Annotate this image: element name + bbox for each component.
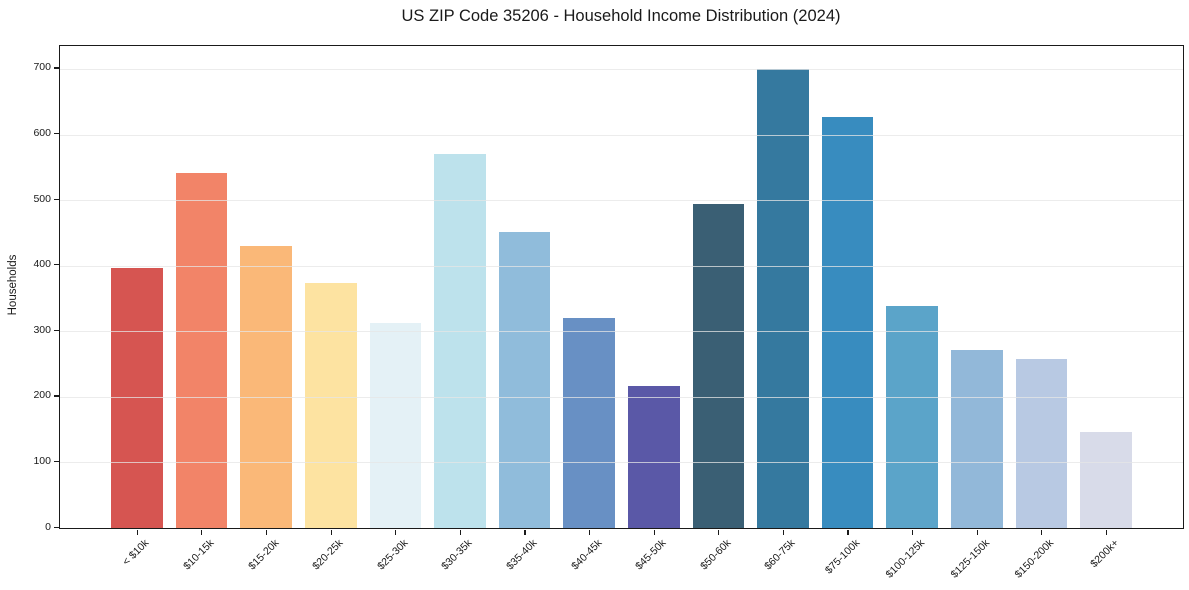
y-tick-mark xyxy=(54,526,59,528)
grid-line-300 xyxy=(60,331,1183,333)
x-tick-mark xyxy=(588,529,591,535)
x-tick-mark xyxy=(265,529,268,535)
x-tick-mark xyxy=(976,529,978,535)
chart-title: US ZIP Code 35206 - Household Income Dis… xyxy=(401,7,841,25)
y-tick-label: 700 xyxy=(33,61,51,74)
x-tick-label: $10-15k xyxy=(181,537,217,573)
y-tick-label: 500 xyxy=(33,192,51,205)
y-tick-mark xyxy=(54,264,59,266)
x-tick-mark xyxy=(847,529,849,535)
grid-line-500 xyxy=(60,200,1183,202)
x-tick-mark xyxy=(395,529,397,535)
grid-line-200 xyxy=(60,396,1183,398)
y-tick-mark xyxy=(54,329,59,331)
bar-$35-40k xyxy=(498,232,551,528)
x-tick-label: $75-100k xyxy=(823,537,863,577)
y-tick-label: 100 xyxy=(33,454,51,467)
y-tick-mark xyxy=(54,67,59,69)
x-tick-label: $50-60k xyxy=(697,537,734,573)
x-tick-label: < $10k xyxy=(120,537,152,568)
x-tick-label: $40-45k xyxy=(568,537,605,573)
x-tick-label: $35-40k xyxy=(504,537,540,573)
grid-line-700 xyxy=(60,68,1183,70)
x-tick-mark xyxy=(718,529,720,535)
x-tick-mark xyxy=(782,529,785,535)
bar-$100-125k xyxy=(886,305,939,528)
y-tick-label: 400 xyxy=(33,258,51,271)
y-tick-mark xyxy=(54,133,59,135)
y-tick-label: 200 xyxy=(33,389,51,402)
bar-< $10k xyxy=(111,267,163,528)
grid-line-100 xyxy=(60,462,1183,464)
x-tick-mark xyxy=(1041,529,1043,535)
x-tick-label: $45-50k xyxy=(633,537,669,573)
x-tick-label: $25-30k xyxy=(374,537,411,573)
y-tick-label: 0 xyxy=(45,520,51,533)
bar-$40-45k xyxy=(563,318,616,528)
x-tick-label: $100-125k xyxy=(883,537,928,581)
x-tick-label: $125-150k xyxy=(948,537,992,581)
x-tick-label: $60-75k xyxy=(762,537,798,573)
grid-line-400 xyxy=(60,265,1183,267)
x-tick-mark xyxy=(459,529,461,535)
bar-$150-200k xyxy=(1015,358,1068,528)
bar-$75-100k xyxy=(821,117,874,528)
bar-$200k+ xyxy=(1080,432,1132,528)
x-tick-mark xyxy=(1105,529,1108,535)
y-tick-mark xyxy=(54,198,59,200)
y-tick-mark xyxy=(54,395,59,397)
y-tick-label: 300 xyxy=(33,323,51,336)
bar-$15-20k xyxy=(240,246,292,528)
bar-$10-15k xyxy=(175,173,228,528)
x-tick-label: $30-35k xyxy=(439,537,475,573)
plot-area xyxy=(59,45,1184,529)
y-tick-label: 600 xyxy=(33,127,51,140)
x-tick-mark xyxy=(524,529,526,535)
x-tick-label: $200k+ xyxy=(1087,537,1121,571)
x-tick-mark xyxy=(653,529,655,535)
bar-$30-35k xyxy=(434,154,486,528)
x-tick-mark xyxy=(912,529,914,535)
x-tick-mark xyxy=(330,529,332,535)
bar-$25-30k xyxy=(369,322,422,528)
bar-$20-25k xyxy=(304,282,357,528)
x-tick-mark xyxy=(136,529,138,535)
y-tick-mark xyxy=(54,460,59,463)
x-tick-label: $150-200k xyxy=(1012,537,1057,581)
bar-$50-60k xyxy=(692,204,745,528)
x-tick-label: $15-20k xyxy=(245,537,282,573)
x-tick-label: $20-25k xyxy=(310,537,346,573)
bar-$45-50k xyxy=(627,385,680,528)
bar-$60-75k xyxy=(757,68,809,528)
grid-line-600 xyxy=(60,134,1183,136)
x-tick-mark xyxy=(201,529,203,535)
bar-$125-150k xyxy=(951,350,1003,528)
